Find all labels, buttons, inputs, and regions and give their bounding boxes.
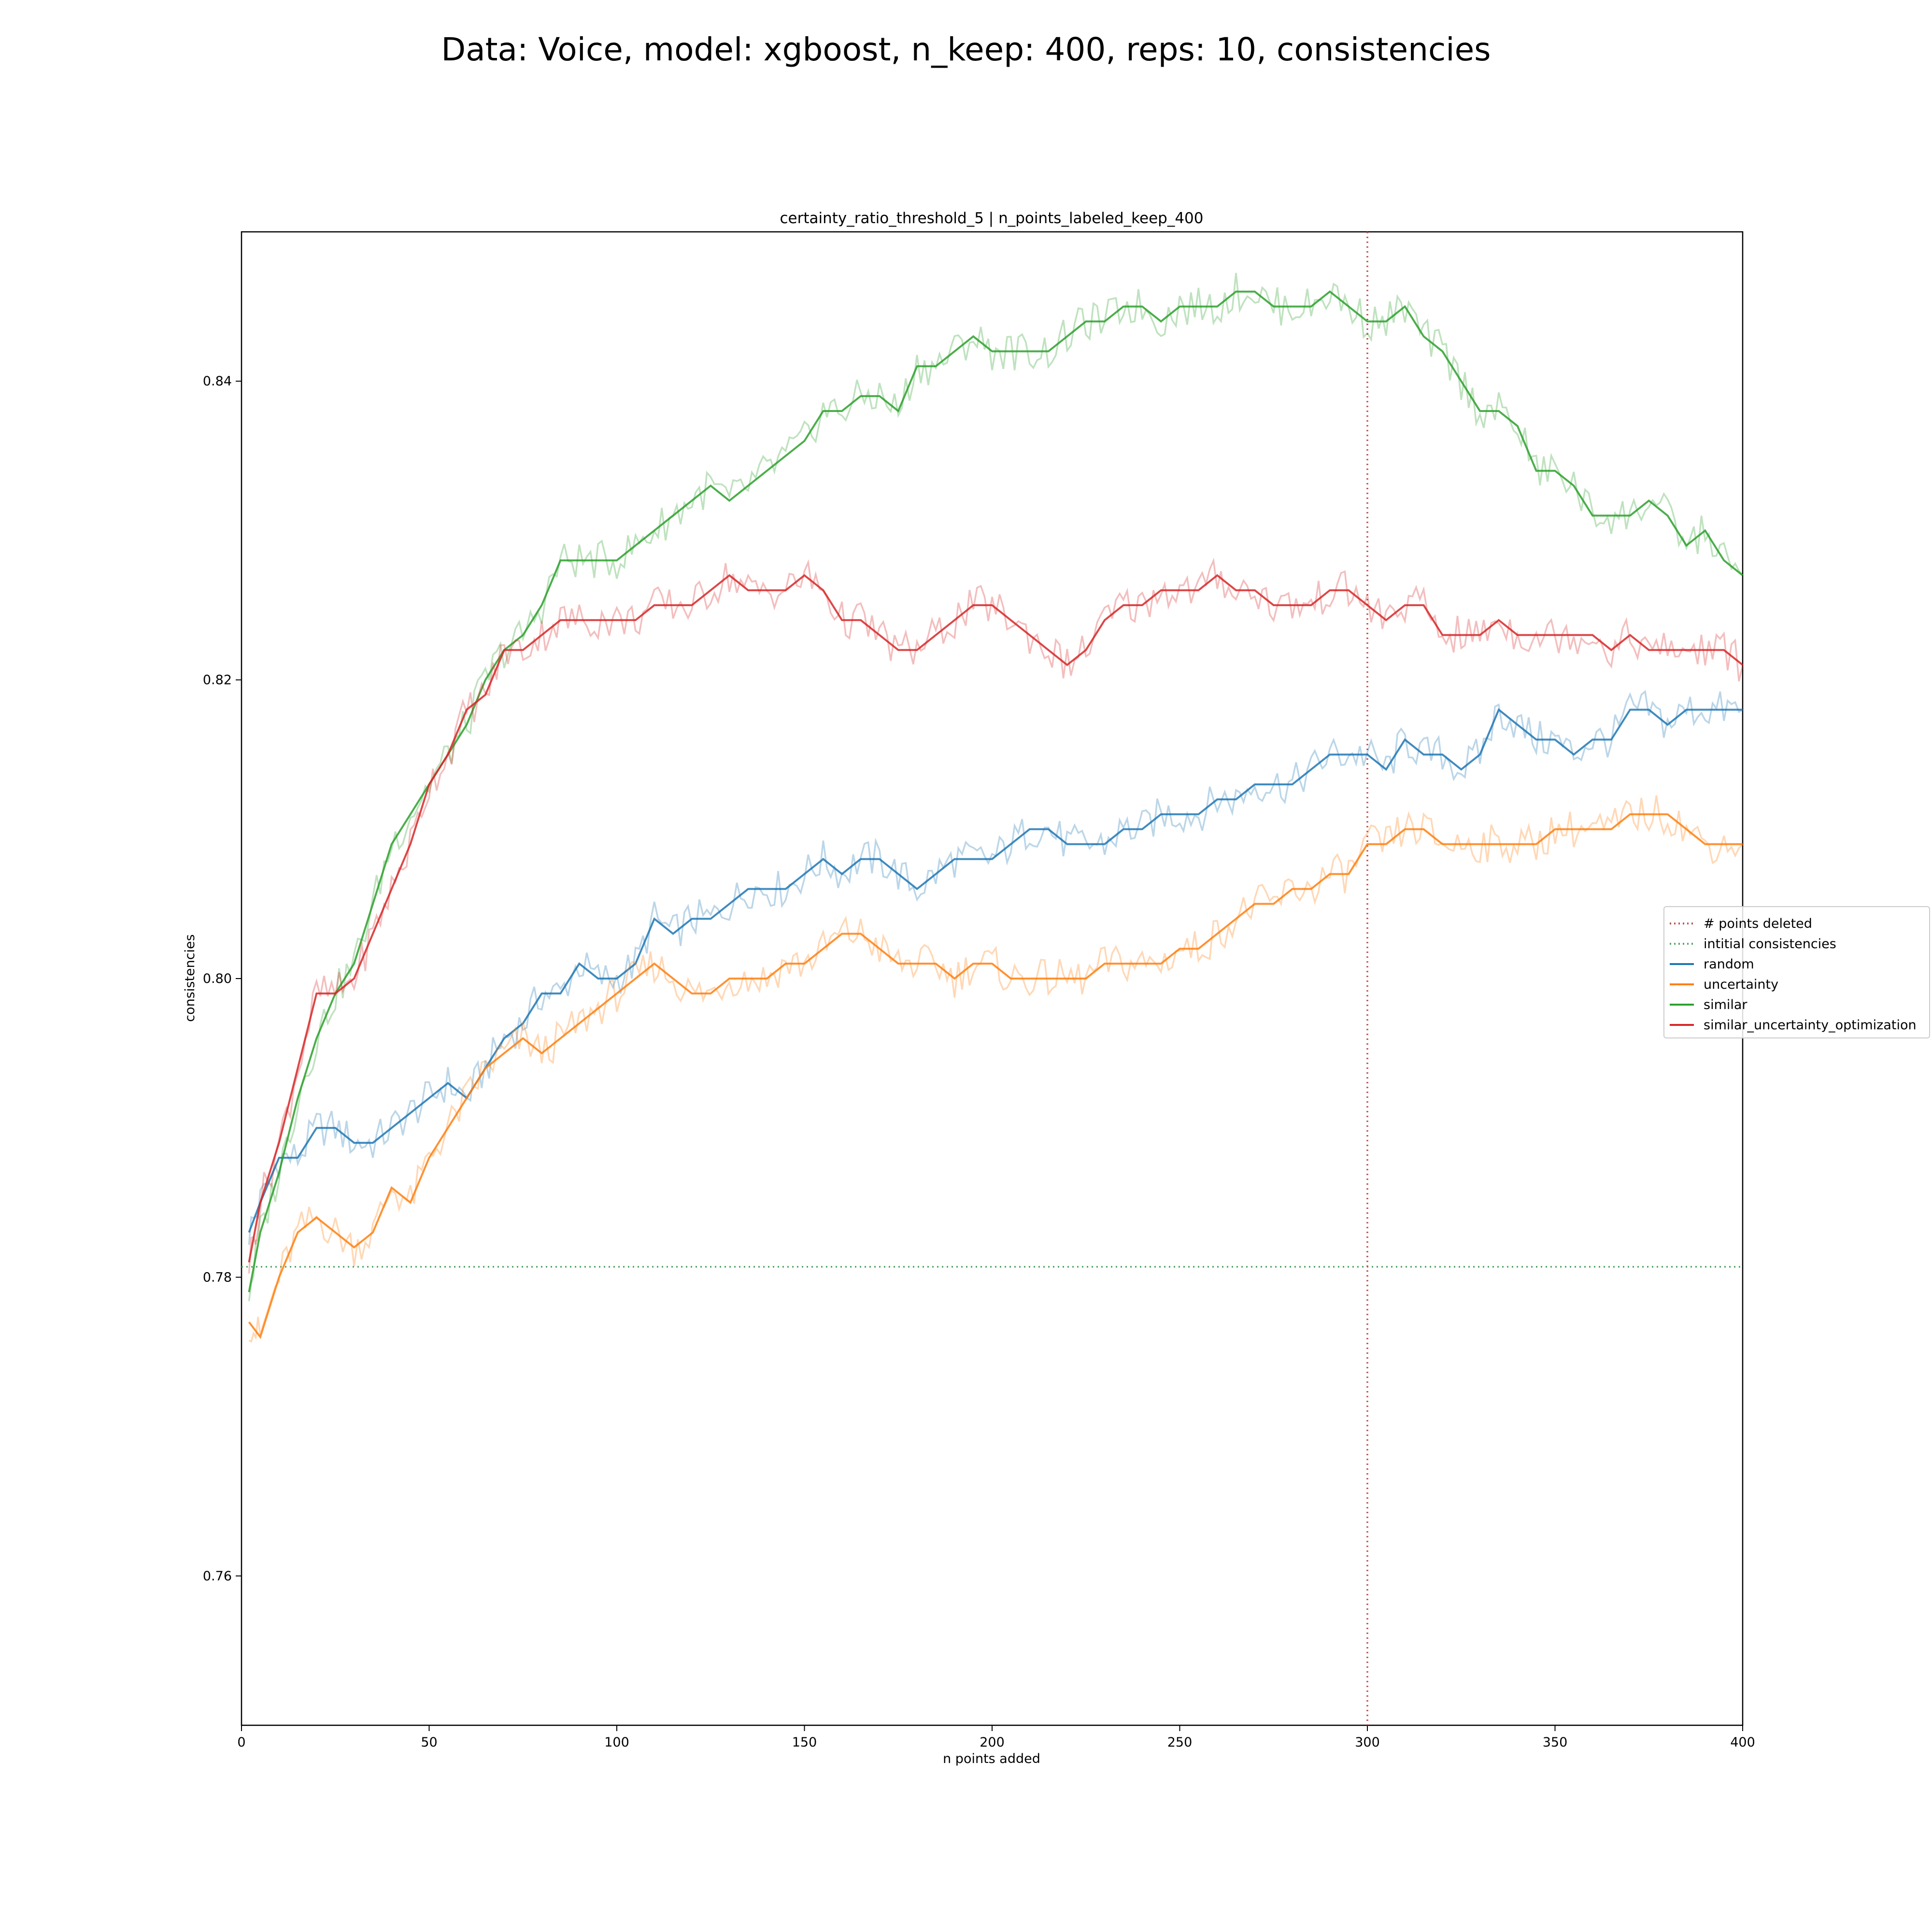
x-tick-label: 100 — [604, 1735, 629, 1750]
series-line-similar-uncertainty-optimization — [248, 574, 1744, 1263]
y-tick-label: 0.78 — [203, 1270, 232, 1285]
legend-label: intitial consistencies — [1704, 937, 1836, 952]
legend: # points deleted intitial consistencies ra… — [1663, 906, 1930, 1038]
x-tick-label: 50 — [421, 1735, 437, 1750]
axes-title: certainty_ratio_threshold_5 | n_points_l… — [780, 210, 1203, 227]
series-raw-random — [248, 690, 1743, 1245]
figure-title: Data: Voice, model: xgboost, n_keep: 400… — [441, 31, 1491, 68]
x-tick-label: 200 — [980, 1735, 1005, 1750]
legend-label: uncertainty — [1704, 977, 1778, 992]
legend-box — [1663, 906, 1930, 1038]
y-axis-label: consistencies — [183, 934, 198, 1022]
x-tick-label: 300 — [1355, 1735, 1380, 1750]
series-raw-uncertainty — [248, 795, 1744, 1343]
y-tick-label: 0.80 — [203, 971, 232, 986]
legend-label: # points deleted — [1704, 916, 1812, 931]
series-line-uncertainty — [248, 813, 1743, 1339]
y-tick-label: 0.76 — [203, 1569, 232, 1584]
legend-label: random — [1704, 957, 1754, 972]
x-tick-label: 400 — [1730, 1735, 1755, 1750]
x-tick-label: 250 — [1167, 1735, 1193, 1750]
legend-label: similar_uncertainty_optimization — [1704, 1018, 1917, 1033]
y-tick-label: 0.82 — [203, 673, 232, 688]
x-axis-label: n points added — [943, 1751, 1040, 1766]
x-tick-label: 0 — [237, 1735, 245, 1750]
plot-area: 0 50 100 150 200 250 300 350 400 0.76 0.78 0.80 0.82… — [203, 231, 1755, 1750]
legend-label: similar — [1704, 997, 1747, 1012]
y-tick-label: 0.84 — [203, 374, 232, 389]
series-line-similar — [248, 290, 1744, 1293]
series-raw-similar-uncertainty-optimization — [248, 557, 1744, 1274]
series-line-random — [248, 708, 1743, 1233]
x-tick-label: 150 — [792, 1735, 817, 1750]
x-tick-label: 350 — [1543, 1735, 1568, 1750]
